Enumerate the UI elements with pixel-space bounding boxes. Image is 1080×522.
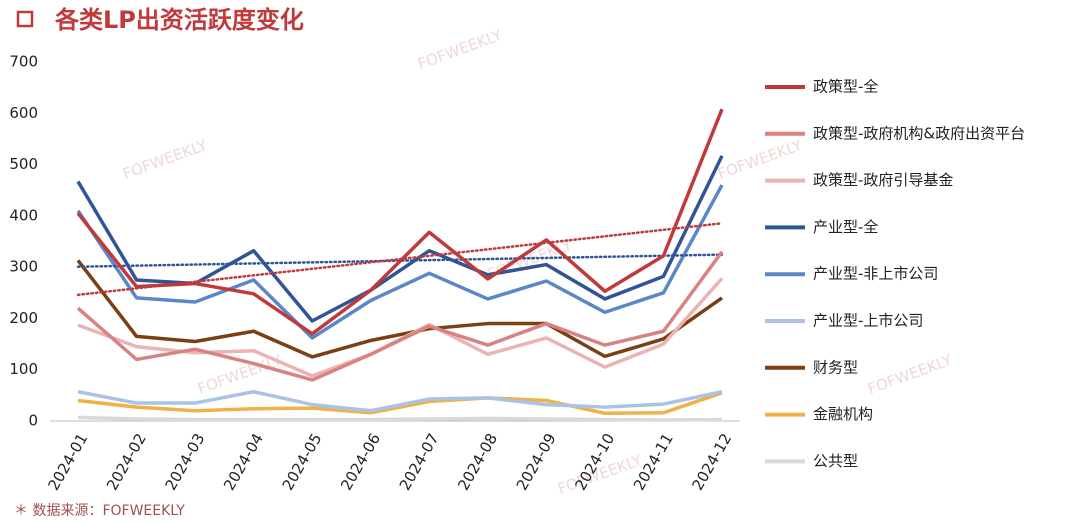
series-line <box>76 184 724 340</box>
x-tick-label: 2024-07 <box>396 430 443 493</box>
x-tick-label: 2024-09 <box>513 430 560 493</box>
y-tick-label: 600 <box>9 104 38 122</box>
watermark: FOFWEEKLY <box>865 351 955 398</box>
series-line <box>76 155 724 323</box>
y-tick-label: 100 <box>9 360 38 378</box>
x-tick-label: 2024-04 <box>220 430 267 493</box>
series-line <box>76 259 724 359</box>
title-icon <box>16 10 34 28</box>
legend-label: 产业型-非上市公司 <box>813 265 938 283</box>
y-tick-label: 200 <box>9 309 38 327</box>
series-line <box>77 415 723 422</box>
legend-label: 政策型-政府引导基金 <box>813 171 953 189</box>
legend-label: 金融机构 <box>813 405 873 423</box>
y-tick-label: 700 <box>9 53 38 71</box>
legend-label: 政策型-政府机构&政府出资平台 <box>813 124 1025 142</box>
watermark: FOFWEEKLY <box>120 136 210 183</box>
watermark: FOFWEEKLY <box>715 136 805 183</box>
y-tick-label: 400 <box>9 206 38 224</box>
legend-label: 公共型 <box>813 452 858 470</box>
chart-title: 各类LP出资活跃度变化 <box>54 6 304 34</box>
x-tick-label: 2024-12 <box>688 430 735 493</box>
y-tick-label: 0 <box>28 412 38 430</box>
legend-label: 财务型 <box>813 358 858 376</box>
x-tick-label: 2024-03 <box>162 430 209 493</box>
x-tick-label: 2024-02 <box>103 430 150 493</box>
x-tick-label: 2024-05 <box>279 430 326 493</box>
trend-line <box>76 222 724 297</box>
x-tick-label: 2024-08 <box>454 430 501 493</box>
x-tick-label: 2024-01 <box>44 430 91 493</box>
series-line <box>77 277 724 378</box>
source-note: ＊ 数据来源：FOFWEEKLY <box>14 503 185 519</box>
legend-label: 产业型-上市公司 <box>813 312 923 330</box>
y-tick-label: 300 <box>9 258 38 276</box>
series-line <box>77 391 723 416</box>
legend-label: 产业型-全 <box>813 218 878 236</box>
y-tick-label: 500 <box>9 155 38 173</box>
x-tick-label: 2024-06 <box>337 430 384 493</box>
legend-label: 政策型-全 <box>813 78 878 96</box>
watermark: FOFWEEKLY <box>415 26 505 73</box>
series-line <box>77 390 723 413</box>
series-line <box>76 250 724 382</box>
